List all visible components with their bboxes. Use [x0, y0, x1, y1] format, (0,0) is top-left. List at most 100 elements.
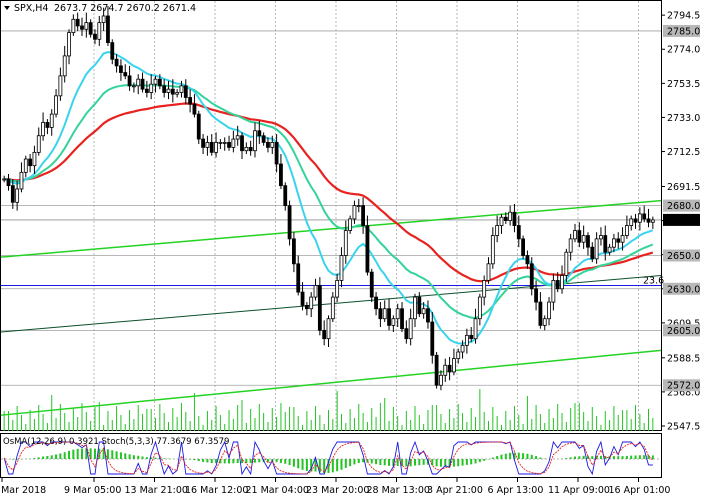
candle-body [62, 55, 67, 77]
candle-body [41, 122, 45, 137]
time-tick-label: 9 Mar 05:00 [64, 485, 121, 496]
candle-body [395, 308, 400, 320]
time-tick-label: 16 Mar 12:00 [185, 485, 248, 496]
candle-body [326, 318, 331, 340]
candle-body [201, 138, 205, 148]
candle-body [452, 358, 456, 373]
candle-body [620, 235, 625, 243]
candle-body [516, 225, 521, 240]
candle-body [45, 122, 50, 128]
price-level-label: 2630.0 [667, 284, 700, 295]
candle-body [231, 138, 236, 148]
candle-body [222, 141, 227, 144]
candle-body [75, 18, 80, 27]
candle-body [279, 163, 283, 187]
oscillator-pane-frame [0, 433, 662, 478]
candle-body [508, 211, 513, 221]
candle-body [590, 246, 595, 260]
candle-body [369, 271, 374, 298]
price-tick-label: 2753.5 [667, 79, 700, 90]
candle-body [10, 185, 15, 203]
candle-body [192, 103, 197, 115]
candle-body [633, 218, 638, 223]
price-level-label: 2680.0 [667, 201, 700, 212]
candle-body [404, 328, 409, 340]
candle-body [499, 216, 504, 226]
candle-body [266, 141, 270, 148]
chart-header: SPX,H4 2673.7 2674.7 2670.2 2671.4 [4, 3, 196, 14]
price-level-box [663, 379, 700, 392]
candle-body [6, 178, 11, 187]
channel-lower-line [0, 349, 662, 416]
price-tick-label: 2588.5 [667, 353, 700, 364]
candle-body [339, 255, 344, 281]
candle-body [49, 113, 54, 128]
current-price-label: 2671.4 [667, 215, 700, 226]
price-level-box [663, 24, 700, 37]
candle-body [573, 230, 577, 240]
candle-body [356, 205, 361, 208]
candle-body [292, 238, 296, 265]
candle-body [612, 238, 616, 248]
candle-body [54, 95, 58, 115]
candle-body [36, 135, 41, 153]
candle-body [110, 42, 115, 60]
stoch-signal-line [3, 441, 654, 475]
main-pane-frame [0, 0, 662, 431]
collapse-triangle-icon[interactable] [4, 6, 10, 10]
candle-body [140, 78, 145, 90]
candle-body [322, 329, 327, 340]
price-level-box [663, 249, 700, 262]
candle-body [97, 22, 102, 40]
price-level-label: 2605.0 [667, 326, 700, 337]
candle-body [650, 219, 655, 223]
candle-body [391, 318, 396, 326]
candle-body [15, 188, 20, 203]
candle-body [309, 296, 314, 310]
candle-body [209, 141, 214, 153]
price-axis[interactable]: 2794.5 2774.0 2753.5 2733.0 2712.5 2691.5 2671… [661, 11, 700, 433]
candle-body [365, 225, 370, 273]
candle-body [469, 334, 474, 340]
candle-body [153, 78, 158, 85]
candle-body [361, 205, 365, 226]
candle-body [287, 205, 292, 240]
candle-body [19, 171, 24, 190]
candle-body [2, 178, 7, 181]
candle-body [183, 85, 188, 98]
candle-body [127, 75, 132, 87]
candle-body [637, 213, 642, 223]
price-tick-label: 2733.0 [667, 113, 700, 124]
candle-body [257, 130, 262, 137]
candle-body [503, 216, 508, 221]
current-price-box [663, 213, 700, 226]
price-tick-label: 2568.0 [667, 387, 700, 398]
candle-body [157, 78, 162, 87]
candle-body [430, 321, 435, 356]
candle-body [426, 308, 430, 323]
price-tick-label: 2774.0 [667, 45, 700, 56]
candle-body [123, 72, 128, 77]
oscillator [1, 440, 661, 476]
channel-upper-line [0, 199, 662, 258]
candle-body [253, 130, 257, 152]
candle-body [490, 235, 495, 265]
candle-body [106, 15, 110, 43]
candle-body [646, 218, 651, 223]
candle-body [93, 33, 97, 40]
price-tick-label: 2794.5 [667, 11, 700, 22]
candle-body [149, 83, 154, 93]
fib-level-label: 23.6 [643, 275, 664, 286]
ema-medium-line [4, 83, 654, 319]
candle-body [421, 308, 426, 315]
candle-body [547, 301, 551, 320]
candle-body [607, 246, 612, 253]
candle-body [175, 92, 180, 95]
candle-body [136, 78, 141, 87]
candle-body [642, 213, 647, 220]
candle-body [119, 65, 123, 73]
candle-body [434, 354, 439, 386]
price-tick-label: 2691.5 [667, 182, 700, 193]
oscillator-label: OsMA(12,26,9) 0.3921 Stoch(5,3,3) 77.367… [3, 437, 229, 447]
